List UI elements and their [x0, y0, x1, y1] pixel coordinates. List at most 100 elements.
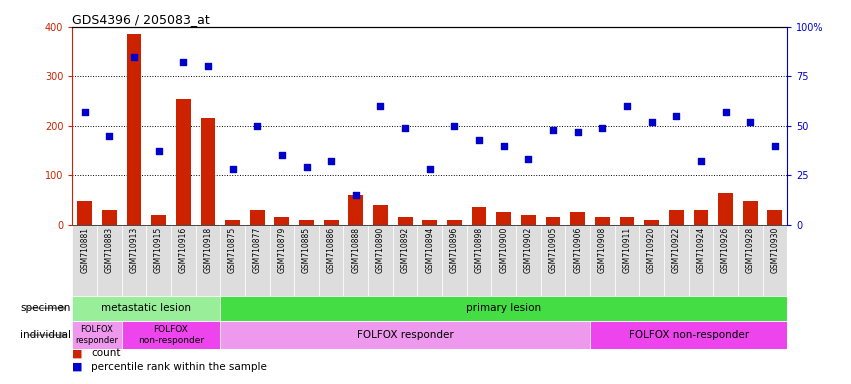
Bar — [595, 217, 609, 225]
FancyBboxPatch shape — [72, 296, 220, 321]
Text: GSM710896: GSM710896 — [450, 227, 459, 273]
Point — [522, 156, 535, 162]
FancyBboxPatch shape — [466, 225, 491, 296]
Bar — [102, 210, 117, 225]
Text: percentile rank within the sample: percentile rank within the sample — [91, 362, 267, 372]
Text: GSM710911: GSM710911 — [622, 227, 631, 273]
Text: GSM710875: GSM710875 — [228, 227, 237, 273]
Bar — [348, 195, 363, 225]
FancyBboxPatch shape — [97, 225, 122, 296]
FancyBboxPatch shape — [688, 225, 713, 296]
FancyBboxPatch shape — [294, 225, 319, 296]
FancyBboxPatch shape — [516, 225, 540, 296]
Point — [77, 109, 91, 115]
Bar — [373, 205, 388, 225]
Point — [176, 60, 190, 66]
Bar — [743, 201, 757, 225]
Point — [201, 63, 214, 70]
Text: GSM710886: GSM710886 — [327, 227, 335, 273]
FancyBboxPatch shape — [590, 225, 614, 296]
Point — [670, 113, 683, 119]
FancyBboxPatch shape — [220, 225, 245, 296]
Point — [275, 152, 288, 159]
Bar — [299, 220, 314, 225]
Bar — [422, 220, 437, 225]
Point — [300, 164, 313, 170]
Bar — [694, 210, 708, 225]
Text: GSM710908: GSM710908 — [597, 227, 607, 273]
Point — [596, 125, 609, 131]
Text: GSM710916: GSM710916 — [179, 227, 188, 273]
Text: FOLFOX responder: FOLFOX responder — [357, 330, 454, 340]
Point — [349, 192, 363, 198]
Text: FOLFOX
responder: FOLFOX responder — [76, 325, 118, 345]
FancyBboxPatch shape — [319, 225, 344, 296]
Text: count: count — [91, 348, 121, 359]
Bar — [397, 217, 413, 225]
FancyBboxPatch shape — [171, 225, 196, 296]
Text: metastatic lesion: metastatic lesion — [101, 303, 191, 313]
Text: GSM710879: GSM710879 — [277, 227, 286, 273]
Text: GSM710915: GSM710915 — [154, 227, 163, 273]
Point — [768, 142, 782, 149]
Text: individual: individual — [20, 330, 71, 340]
Point — [250, 123, 264, 129]
FancyBboxPatch shape — [72, 225, 97, 296]
FancyBboxPatch shape — [146, 225, 171, 296]
Text: GSM710920: GSM710920 — [647, 227, 656, 273]
Bar — [77, 201, 92, 225]
Bar — [176, 99, 191, 225]
Bar — [496, 212, 511, 225]
FancyBboxPatch shape — [418, 225, 442, 296]
Bar — [669, 210, 683, 225]
Bar — [226, 220, 240, 225]
Text: FOLFOX
non-responder: FOLFOX non-responder — [138, 325, 204, 345]
Bar — [718, 192, 733, 225]
Text: GSM710881: GSM710881 — [80, 227, 89, 273]
FancyBboxPatch shape — [220, 321, 590, 349]
Bar — [250, 210, 265, 225]
Text: GSM710900: GSM710900 — [500, 227, 508, 273]
Bar — [620, 217, 634, 225]
Point — [324, 158, 338, 164]
Text: GSM710883: GSM710883 — [105, 227, 114, 273]
Point — [102, 132, 116, 139]
FancyBboxPatch shape — [442, 225, 466, 296]
FancyBboxPatch shape — [72, 321, 122, 349]
Point — [620, 103, 634, 109]
FancyBboxPatch shape — [220, 296, 787, 321]
Text: ■: ■ — [72, 348, 86, 359]
Point — [472, 137, 486, 143]
Point — [497, 142, 511, 149]
Bar — [275, 217, 289, 225]
Point — [571, 129, 585, 135]
FancyBboxPatch shape — [344, 225, 368, 296]
Point — [374, 103, 387, 109]
Bar — [471, 207, 487, 225]
Text: GSM710928: GSM710928 — [745, 227, 755, 273]
Point — [398, 125, 412, 131]
Text: GSM710906: GSM710906 — [574, 227, 582, 273]
FancyBboxPatch shape — [540, 225, 565, 296]
Text: GSM710885: GSM710885 — [302, 227, 311, 273]
FancyBboxPatch shape — [738, 225, 762, 296]
FancyBboxPatch shape — [196, 225, 220, 296]
Point — [645, 119, 659, 125]
FancyBboxPatch shape — [393, 225, 418, 296]
FancyBboxPatch shape — [565, 225, 590, 296]
Text: specimen: specimen — [20, 303, 71, 313]
Bar — [201, 118, 215, 225]
Point — [127, 53, 140, 60]
Text: GSM710905: GSM710905 — [549, 227, 557, 273]
FancyBboxPatch shape — [614, 225, 639, 296]
Text: GSM710926: GSM710926 — [721, 227, 730, 273]
FancyBboxPatch shape — [491, 225, 516, 296]
FancyBboxPatch shape — [664, 225, 688, 296]
Point — [151, 148, 165, 154]
Point — [694, 158, 708, 164]
Point — [226, 166, 239, 172]
FancyBboxPatch shape — [122, 225, 146, 296]
Text: GDS4396 / 205083_at: GDS4396 / 205083_at — [72, 13, 210, 26]
Bar — [521, 215, 536, 225]
Text: primary lesion: primary lesion — [466, 303, 541, 313]
